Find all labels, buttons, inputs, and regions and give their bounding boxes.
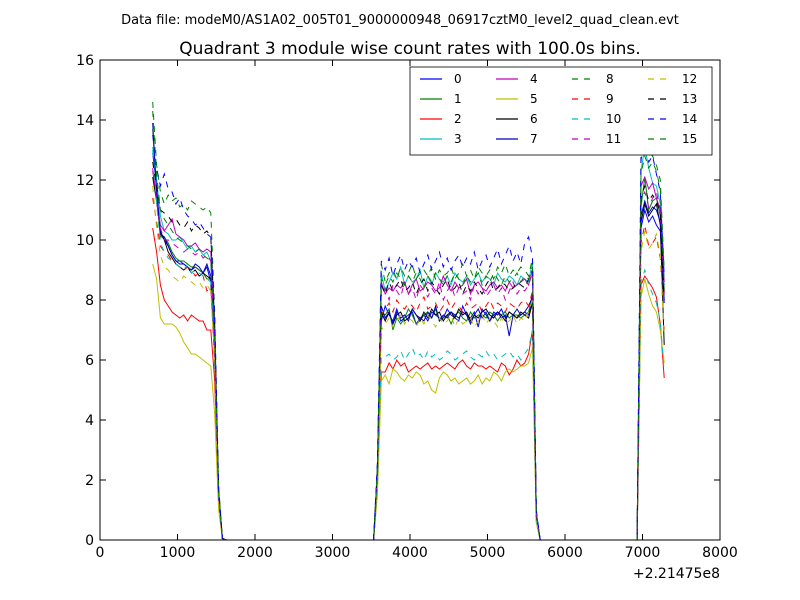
- y-tick-label: 8: [85, 293, 94, 309]
- x-tick-label: 3000: [315, 545, 351, 561]
- x-tick-label: 6000: [547, 545, 583, 561]
- legend-label-1: 1: [454, 92, 462, 106]
- x-tick-label: 2000: [237, 545, 273, 561]
- series-line-7: [152, 122, 665, 540]
- y-tick-label: 10: [76, 233, 94, 249]
- y-tick-label: 12: [76, 173, 94, 189]
- series-line-5: [152, 263, 665, 540]
- legend-label-3: 3: [454, 132, 462, 146]
- legend-label-12: 12: [682, 72, 697, 86]
- series-line-2: [152, 227, 665, 540]
- series-layer: [152, 101, 665, 540]
- legend-label-10: 10: [606, 112, 621, 126]
- x-tick-label: 5000: [470, 545, 506, 561]
- legend-frame: [409, 66, 713, 156]
- legend-label-7: 7: [530, 132, 538, 146]
- series-line-9: [152, 197, 665, 540]
- legend-label-4: 4: [530, 72, 538, 86]
- series-line-10: [152, 149, 665, 540]
- legend-label-11: 11: [606, 132, 621, 146]
- legend-label-0: 0: [454, 72, 462, 86]
- legend-label-8: 8: [606, 72, 614, 86]
- legend-label-2: 2: [454, 112, 462, 126]
- x-offset-label: +2.21475e8: [633, 566, 720, 582]
- series-line-14: [152, 134, 665, 540]
- series-line-13: [152, 161, 665, 540]
- legend-label-9: 9: [606, 92, 614, 106]
- suptitle: Data file: modeM0/AS1A02_005T01_90000009…: [121, 13, 679, 28]
- x-tick-label: 4000: [392, 545, 428, 561]
- series-line-4: [152, 170, 665, 540]
- ticks-layer: 0 1000 2000 3000 4000 5000 6000 7000 80000246810…: [76, 53, 738, 561]
- x-tick-label: 7000: [625, 545, 661, 561]
- series-line-12: [152, 185, 665, 540]
- y-tick-label: 16: [76, 53, 94, 69]
- chart-title: Quadrant 3 module wise count rates with …: [179, 39, 640, 59]
- series-line-3: [152, 146, 665, 540]
- y-tick-label: 6: [85, 353, 94, 369]
- x-tick-label: 1000: [160, 545, 196, 561]
- y-tick-label: 2: [85, 473, 94, 489]
- legend-label-15: 15: [682, 132, 697, 146]
- y-tick-label: 14: [76, 113, 94, 129]
- legend-label-6: 6: [530, 112, 538, 126]
- series-line-6: [152, 176, 665, 540]
- legend-label-5: 5: [530, 92, 538, 106]
- x-tick-label: 0: [96, 545, 105, 561]
- legend-label-14: 14: [682, 112, 697, 126]
- legend-label-13: 13: [682, 92, 697, 106]
- y-tick-label: 0: [85, 533, 94, 549]
- series-line-15: [152, 110, 665, 540]
- y-tick-label: 4: [85, 413, 94, 429]
- x-tick-label: 8000: [702, 545, 738, 561]
- series-line-11: [152, 167, 665, 540]
- series-line-1: [152, 128, 665, 540]
- series-line-0: [152, 152, 665, 540]
